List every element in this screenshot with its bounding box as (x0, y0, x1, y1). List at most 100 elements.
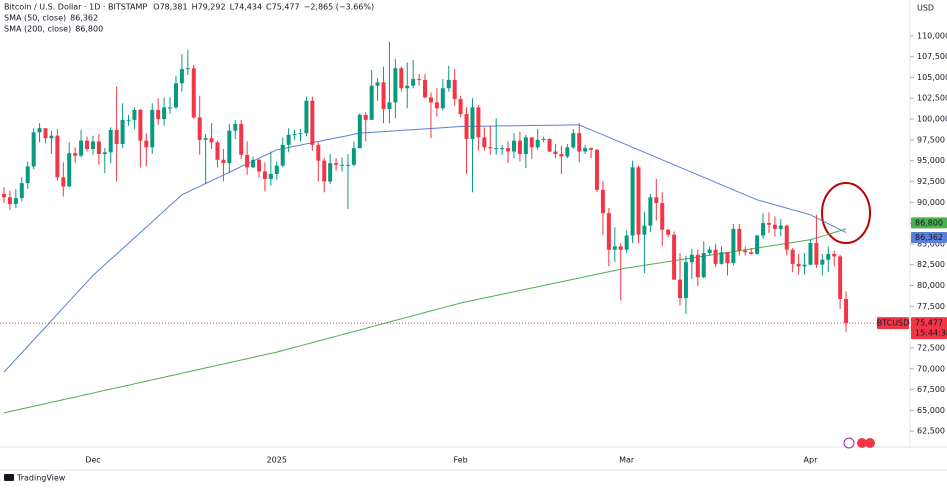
candle-body (719, 252, 724, 264)
candle-body (13, 198, 18, 204)
candle-body (488, 147, 493, 149)
candle-body (458, 99, 463, 115)
candle-body (108, 129, 113, 153)
y-tick-label: 92,500 (917, 177, 945, 186)
candle-body (595, 149, 599, 190)
candle-body (328, 163, 333, 182)
candle-body (227, 130, 232, 164)
candle-body (55, 135, 60, 178)
candle-body (832, 253, 837, 257)
candle-body (678, 279, 683, 298)
candle-body (636, 167, 641, 235)
candle-body (446, 79, 451, 89)
candle-body (476, 107, 481, 138)
sma-line (3, 124, 847, 373)
icon[interactable] (857, 438, 867, 448)
candle-body (565, 147, 570, 157)
candle-body (535, 139, 540, 148)
annotation-circle (821, 182, 871, 244)
candle-body (755, 235, 760, 254)
candle-body (191, 68, 196, 118)
candle-body (731, 228, 736, 264)
candle-body (494, 148, 499, 150)
candle-body (796, 263, 801, 267)
candle-body (820, 259, 825, 265)
candle-body (102, 152, 107, 154)
candle-body (399, 68, 404, 89)
logo-mark (4, 474, 14, 481)
candle-body (506, 148, 511, 152)
legend-value: C75,477 (266, 3, 300, 12)
candle-body (67, 153, 72, 187)
candle-body (606, 213, 611, 250)
sma-tag-label: 86,800 (915, 218, 943, 227)
candle-body (96, 141, 101, 154)
currency: USD (917, 4, 934, 13)
candle-body (138, 109, 143, 141)
candle-body (695, 254, 700, 278)
candle-body (630, 167, 635, 236)
candle-body (411, 79, 416, 86)
y-tick-label: 90,000 (917, 198, 945, 207)
candle-body (500, 148, 505, 150)
symbol-tag (877, 317, 909, 330)
candle-body (316, 144, 321, 161)
candle-body (162, 107, 167, 120)
candle-body (239, 124, 244, 155)
candle-body (262, 171, 267, 179)
sma-tag (911, 232, 947, 244)
icon[interactable] (865, 438, 875, 448)
candle-body (689, 254, 694, 263)
candle-body (340, 164, 345, 166)
candle-body (215, 142, 220, 160)
candle-body (470, 107, 475, 140)
legend-series: SMA (50, close) (4, 14, 66, 23)
candle-body (654, 197, 659, 204)
y-tick-label: 77,500 (917, 302, 945, 311)
candle-body (173, 83, 178, 108)
candle-body (749, 252, 754, 254)
candle-body (707, 249, 712, 254)
candle-body (179, 69, 184, 84)
candle-body (351, 148, 356, 165)
y-tick-label: 97,500 (917, 135, 945, 144)
y-tick-label: 65,000 (917, 406, 945, 415)
candle-body (114, 129, 119, 145)
candle-body (713, 249, 718, 264)
candle-body (701, 253, 706, 278)
candle-body (583, 148, 588, 152)
legend-title: Bitcoin / U.S. Dollar · 1D · BITSTAMP (4, 3, 147, 12)
candle-body (541, 139, 546, 141)
candle-body (577, 133, 582, 152)
legend-value: L74,434 (230, 3, 262, 12)
y-tick-label: 102,500 (917, 94, 947, 103)
candle-body (618, 246, 623, 250)
candle-body (357, 114, 362, 149)
legend-value: O78,381 (153, 3, 187, 12)
candle-body (292, 134, 297, 136)
candle-body (737, 228, 742, 251)
candle-body (363, 114, 368, 120)
candle-body (523, 137, 528, 154)
candle-body (648, 197, 653, 226)
legend-series-value: 86,800 (75, 25, 103, 34)
candle-body (743, 250, 748, 253)
candle-body (334, 163, 339, 165)
candle-body (772, 224, 777, 229)
candle-body (274, 165, 279, 174)
candle-body (547, 139, 552, 152)
y-tick-label: 80,000 (917, 281, 945, 290)
candle-body (79, 140, 84, 156)
icon[interactable] (843, 437, 855, 449)
y-tick-label: 100,000 (917, 115, 947, 124)
candle-body (197, 117, 202, 140)
candles (2, 41, 849, 332)
y-tick-label: 70,000 (917, 364, 945, 373)
candle-body (826, 253, 831, 260)
candle-body (683, 262, 688, 298)
candle-body (375, 82, 380, 86)
y-tick-label: 82,500 (917, 260, 945, 269)
candle-body (43, 128, 48, 139)
